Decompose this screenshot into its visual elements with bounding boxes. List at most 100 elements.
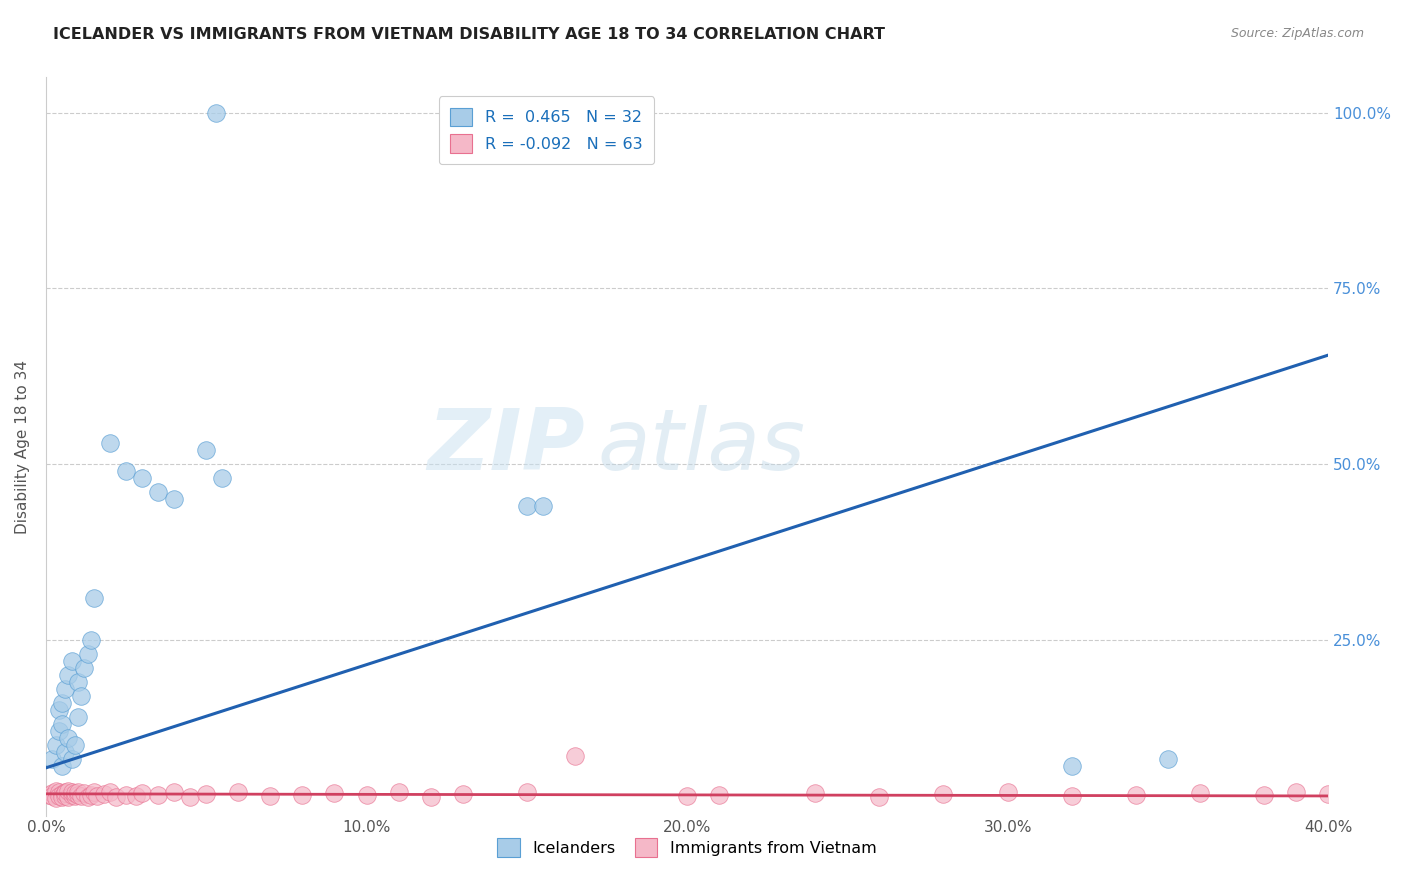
- Point: [76, 647, 98, 661]
- Point: [125, 789, 148, 803]
- Point: [70, 789, 93, 803]
- Point: [66, 785, 89, 799]
- Point: [531, 500, 554, 514]
- Point: [1253, 789, 1275, 803]
- Point: [105, 789, 128, 804]
- Point: [66, 710, 89, 724]
- Point: [1157, 752, 1180, 766]
- Point: [1381, 788, 1403, 802]
- Point: [676, 789, 699, 803]
- Point: [179, 789, 201, 804]
- Point: [48, 724, 70, 739]
- Point: [60, 785, 83, 799]
- Point: [76, 789, 98, 804]
- Point: [41, 752, 63, 766]
- Point: [58, 731, 80, 746]
- Text: atlas: atlas: [598, 405, 806, 488]
- Point: [516, 785, 538, 799]
- Point: [115, 464, 138, 478]
- Point: [211, 471, 233, 485]
- Point: [868, 789, 890, 804]
- Point: [226, 785, 249, 799]
- Point: [1285, 785, 1308, 799]
- Point: [83, 591, 105, 605]
- Point: [98, 785, 121, 799]
- Point: [115, 788, 138, 802]
- Point: [63, 739, 86, 753]
- Y-axis label: Disability Age 18 to 34: Disability Age 18 to 34: [15, 359, 30, 533]
- Point: [38, 788, 60, 802]
- Point: [564, 748, 586, 763]
- Point: [451, 787, 474, 801]
- Legend: Icelanders, Immigrants from Vietnam: Icelanders, Immigrants from Vietnam: [491, 831, 883, 863]
- Point: [86, 789, 108, 803]
- Point: [48, 785, 70, 799]
- Point: [53, 785, 76, 799]
- Point: [98, 436, 121, 450]
- Text: Source: ZipAtlas.com: Source: ZipAtlas.com: [1230, 27, 1364, 40]
- Point: [53, 745, 76, 759]
- Point: [356, 789, 378, 803]
- Point: [53, 786, 76, 800]
- Point: [131, 786, 153, 800]
- Point: [66, 675, 89, 690]
- Point: [291, 788, 314, 802]
- Point: [131, 471, 153, 485]
- Point: [195, 787, 218, 801]
- Point: [58, 784, 80, 798]
- Point: [205, 105, 228, 120]
- Point: [1317, 787, 1340, 801]
- Point: [1188, 786, 1211, 800]
- Point: [163, 492, 186, 507]
- Point: [932, 787, 955, 801]
- Point: [51, 759, 73, 773]
- Text: ZIP: ZIP: [427, 405, 585, 488]
- Point: [53, 789, 76, 803]
- Point: [531, 105, 554, 120]
- Point: [146, 485, 169, 500]
- Text: ICELANDER VS IMMIGRANTS FROM VIETNAM DISABILITY AGE 18 TO 34 CORRELATION CHART: ICELANDER VS IMMIGRANTS FROM VIETNAM DIS…: [53, 27, 886, 42]
- Point: [387, 785, 409, 799]
- Point: [195, 443, 218, 458]
- Point: [93, 787, 115, 801]
- Point: [73, 661, 96, 675]
- Point: [58, 668, 80, 682]
- Point: [1060, 759, 1083, 773]
- Point: [1125, 788, 1147, 802]
- Point: [48, 789, 70, 803]
- Point: [45, 784, 67, 798]
- Point: [60, 752, 83, 766]
- Point: [45, 739, 67, 753]
- Point: [707, 788, 730, 802]
- Point: [516, 500, 538, 514]
- Point: [45, 791, 67, 805]
- Point: [1060, 789, 1083, 803]
- Point: [1348, 789, 1371, 803]
- Point: [997, 785, 1019, 799]
- Point: [80, 632, 103, 647]
- Point: [58, 789, 80, 804]
- Point: [83, 785, 105, 799]
- Point: [41, 789, 63, 803]
- Point: [51, 696, 73, 710]
- Point: [51, 717, 73, 731]
- Point: [60, 654, 83, 668]
- Point: [41, 786, 63, 800]
- Point: [73, 786, 96, 800]
- Point: [63, 789, 86, 803]
- Point: [66, 788, 89, 802]
- Point: [51, 790, 73, 805]
- Point: [804, 786, 827, 800]
- Point: [259, 789, 281, 803]
- Point: [51, 787, 73, 801]
- Point: [419, 789, 441, 804]
- Point: [80, 788, 103, 802]
- Point: [63, 786, 86, 800]
- Point: [60, 789, 83, 803]
- Point: [146, 789, 169, 803]
- Point: [48, 703, 70, 717]
- Point: [323, 786, 346, 800]
- Point: [70, 689, 93, 703]
- Point: [53, 682, 76, 697]
- Point: [163, 785, 186, 799]
